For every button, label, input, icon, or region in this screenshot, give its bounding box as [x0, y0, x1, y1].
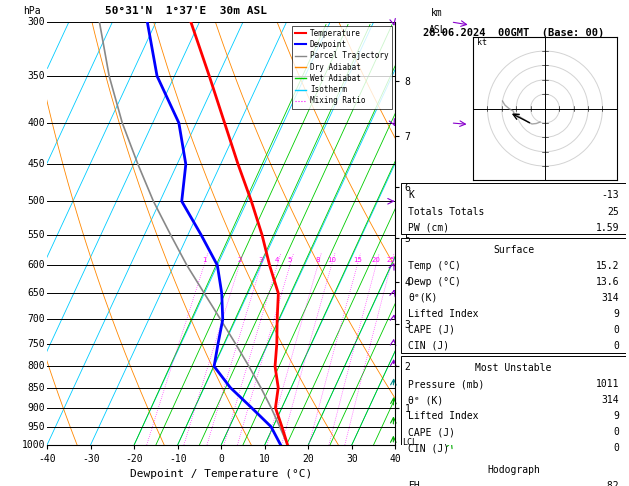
Text: 1.59: 1.59	[596, 223, 619, 233]
Text: CAPE (J): CAPE (J)	[408, 427, 455, 437]
Bar	[401, 238, 626, 352]
Text: 2: 2	[237, 257, 242, 263]
Text: 600: 600	[28, 260, 45, 270]
Text: Hodograph: Hodograph	[487, 465, 540, 475]
Text: 0: 0	[613, 341, 619, 351]
Text: 8: 8	[316, 257, 320, 263]
Text: 9: 9	[613, 309, 619, 319]
Text: 950: 950	[28, 422, 45, 432]
Text: 20: 20	[372, 257, 381, 263]
Text: -13: -13	[601, 191, 619, 200]
Text: 450: 450	[28, 159, 45, 169]
Text: -82: -82	[601, 481, 619, 486]
Text: K: K	[408, 191, 414, 200]
Text: 10: 10	[327, 257, 336, 263]
Text: 5: 5	[287, 257, 292, 263]
Text: 0: 0	[613, 427, 619, 437]
Text: 314: 314	[601, 395, 619, 405]
Text: 15: 15	[353, 257, 362, 263]
Text: CAPE (J): CAPE (J)	[408, 325, 455, 335]
Text: 400: 400	[28, 118, 45, 128]
Text: 350: 350	[28, 71, 45, 81]
Text: ASL: ASL	[428, 25, 446, 35]
Text: hPa: hPa	[23, 5, 40, 16]
Text: 300: 300	[28, 17, 45, 27]
Text: 650: 650	[28, 288, 45, 298]
Bar	[401, 183, 626, 234]
Legend: Temperature, Dewpoint, Parcel Trajectory, Dry Adiabat, Wet Adiabat, Isotherm, Mi: Temperature, Dewpoint, Parcel Trajectory…	[292, 26, 392, 108]
Bar	[401, 458, 626, 486]
Bar	[401, 356, 626, 455]
Text: 0: 0	[613, 443, 619, 453]
Text: 900: 900	[28, 403, 45, 413]
Text: 750: 750	[28, 339, 45, 348]
Text: 15.2: 15.2	[596, 260, 619, 271]
Text: 25: 25	[608, 207, 619, 216]
Text: LCL: LCL	[403, 438, 418, 448]
Text: © weatheronline.co.uk: © weatheronline.co.uk	[461, 434, 566, 443]
Text: 1000: 1000	[22, 440, 45, 450]
Text: 850: 850	[28, 382, 45, 393]
Text: 9: 9	[613, 411, 619, 421]
Text: Most Unstable: Most Unstable	[476, 363, 552, 373]
Text: θᵉ(K): θᵉ(K)	[408, 293, 437, 303]
Text: EH: EH	[408, 481, 420, 486]
Text: 3: 3	[259, 257, 264, 263]
Text: Temp (°C): Temp (°C)	[408, 260, 461, 271]
Text: CIN (J): CIN (J)	[408, 341, 449, 351]
Text: 1: 1	[202, 257, 206, 263]
Text: Surface: Surface	[493, 244, 534, 255]
Text: 28.06.2024  00GMT  (Base: 00): 28.06.2024 00GMT (Base: 00)	[423, 28, 604, 38]
Text: Pressure (mb): Pressure (mb)	[408, 379, 484, 389]
Text: PW (cm): PW (cm)	[408, 223, 449, 233]
Text: Lifted Index: Lifted Index	[408, 309, 479, 319]
Text: 1011: 1011	[596, 379, 619, 389]
Text: 314: 314	[601, 293, 619, 303]
Text: 550: 550	[28, 230, 45, 240]
X-axis label: Dewpoint / Temperature (°C): Dewpoint / Temperature (°C)	[130, 469, 313, 479]
Text: 4: 4	[275, 257, 279, 263]
Text: 500: 500	[28, 196, 45, 206]
Text: 0: 0	[613, 325, 619, 335]
Text: Totals Totals: Totals Totals	[408, 207, 484, 216]
Text: 800: 800	[28, 361, 45, 371]
Text: Dewp (°C): Dewp (°C)	[408, 277, 461, 287]
Text: Lifted Index: Lifted Index	[408, 411, 479, 421]
Text: θᵉ (K): θᵉ (K)	[408, 395, 443, 405]
Text: km: km	[431, 8, 443, 17]
Text: CIN (J): CIN (J)	[408, 443, 449, 453]
Text: 700: 700	[28, 314, 45, 325]
Text: 50°31'N  1°37'E  30m ASL: 50°31'N 1°37'E 30m ASL	[106, 5, 267, 16]
Text: 13.6: 13.6	[596, 277, 619, 287]
Text: 25: 25	[387, 257, 395, 263]
